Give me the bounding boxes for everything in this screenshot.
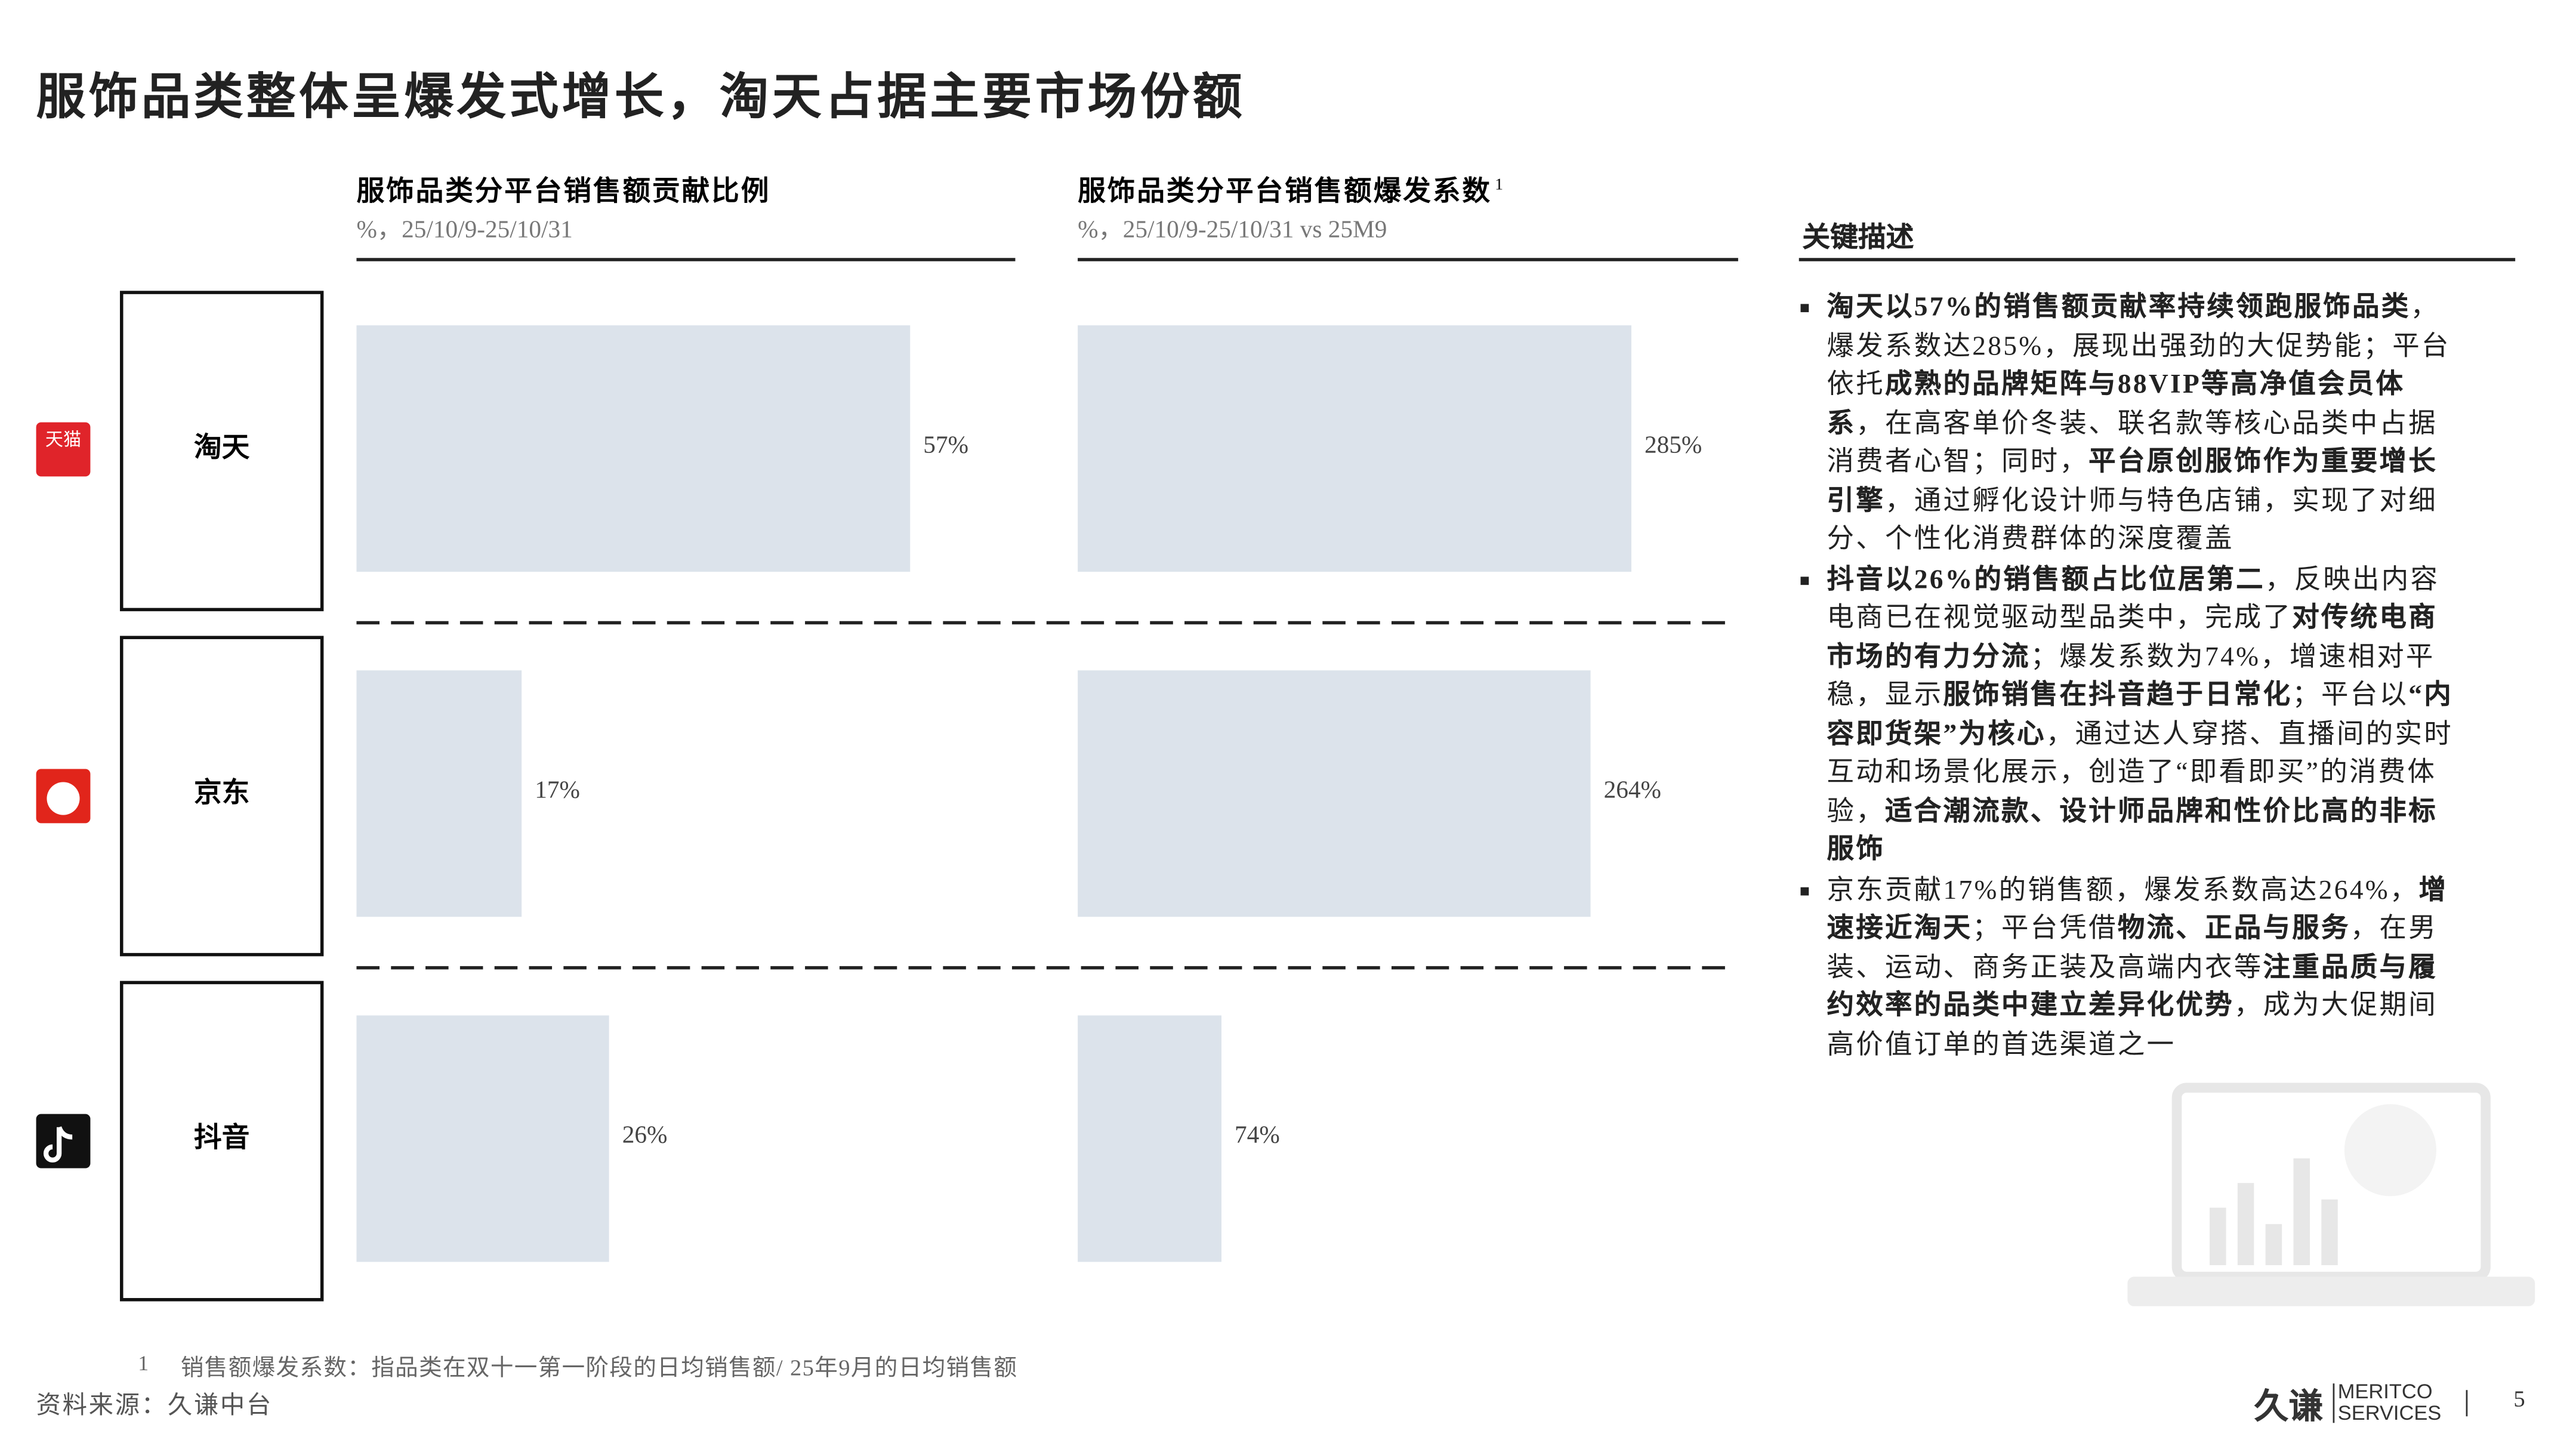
bullet-text: ，成为大促期间高价值订单的首选渠道之一 <box>1827 989 2438 1059</box>
bullet: 淘天以57%的销售额贡献率持续领跑服饰品类，爆发系数达285%，展现出强劲的大促… <box>1800 288 2458 558</box>
description-bullets: 淘天以57%的销售额贡献率持续领跑服饰品类，爆发系数达285%，展现出强劲的大促… <box>1800 288 2458 1065</box>
value-label: 57% <box>923 430 968 458</box>
bullet-text: ，通过孵化设计师与特色店铺，实现了对细分、个性化消费群体的深度覆盖 <box>1827 483 2438 554</box>
category-label: 抖音 <box>194 1122 250 1153</box>
category-label: 淘天 <box>194 432 250 463</box>
bullet-text: ，爆发系数达285%，展现出强劲的大促势能；平台依托 <box>1827 291 2451 400</box>
bar <box>356 1015 609 1262</box>
tmall-icon <box>36 422 91 477</box>
footnote: 销售额爆发系数：指品类在双十一第一阶段的日均销售额/ 25年9月的日均销售额 <box>180 1357 1018 1382</box>
value-label: 74% <box>1235 1121 1280 1148</box>
value-label: 26% <box>622 1121 668 1148</box>
bar <box>1078 670 1591 917</box>
bullet-text: 淘天以57%的销售额贡献率持续领跑服饰品类 <box>1827 291 2411 322</box>
title-note: 1 <box>1495 174 1503 193</box>
tmall-icon-label: 天猫 <box>45 429 82 450</box>
chart-title: 服饰品类分平台销售额爆发系数 <box>1078 176 1492 207</box>
footnote-marker: 1 <box>138 1351 149 1376</box>
logo-en: SERVICES <box>2337 1401 2442 1425</box>
value-label: 17% <box>535 776 580 803</box>
watermark <box>2127 1083 2535 1306</box>
bullet-text: 物流、正品与服务 <box>2117 912 2350 944</box>
douyin-icon-note <box>44 1126 73 1163</box>
description-rule <box>1798 258 2516 261</box>
source: 资料来源：久谦中台 <box>36 1393 273 1420</box>
category-box <box>119 981 324 1302</box>
bullet: 京东贡献17%的销售额，爆发系数高达264%，增速接近淘天；平台凭借物流、正品与… <box>1800 870 2458 1063</box>
logo-cn: 久谦 <box>2254 1386 2324 1426</box>
page-separator <box>2466 1390 2468 1417</box>
bar <box>356 670 522 917</box>
bullet-text: 平台原创服饰作为重要增长引擎 <box>1827 445 2438 516</box>
bullet-text: ；平台凭借 <box>1972 912 2118 944</box>
chart-subtitle: %，25/10/9-25/10/31 <box>356 215 572 243</box>
category-box <box>119 291 324 612</box>
bullet-text: ，在高客单价冬装、联名款等核心品类中占据消费者心智；同时， <box>1827 406 2438 477</box>
value-label: 285% <box>1645 430 1702 458</box>
bar <box>356 325 911 572</box>
bullet-text: 适合潮流款、设计师品牌和性价比高的非标服饰 <box>1827 794 2438 865</box>
logo-separator <box>2333 1383 2335 1423</box>
bullet-text: 成熟的品牌矩阵与88VIP等高净值会员体系 <box>1827 368 2405 438</box>
bullet-text: 服饰销售在抖音趋于日常化 <box>1943 679 2293 710</box>
bullet-text: ，通过达人穿搭、直播间的实时互动和场景化展示，创造了“即看即买”的消费体验， <box>1827 717 2454 826</box>
page-number: 5 <box>2513 1388 2525 1413</box>
bullet-text: 对传统电商市场的有力分流 <box>1827 601 2438 671</box>
bullet-text: 抖音以26%的销售额占比位居第二 <box>1827 562 2265 594</box>
logo-en: MERITCO <box>2337 1380 2433 1404</box>
description-title: 关键描述 <box>1802 221 1914 253</box>
bullet-text: “内容即货架”为核心 <box>1827 679 2454 749</box>
category-label: 京东 <box>194 777 250 808</box>
category-box <box>119 636 324 957</box>
chart-subtitle: %，25/10/9-25/10/31 vs 25M9 <box>1078 215 1387 243</box>
bullet-text: ，在男装、运动、商务正装及高端内衣等 <box>1827 912 2438 982</box>
jd-icon-face <box>47 782 80 815</box>
bullet-text: 京东贡献17%的销售额，爆发系数高达264%， <box>1827 873 2419 905</box>
bullet-text: 注重品质与履约效率的品类中建立差异化优势 <box>1827 950 2438 1021</box>
value-label: 264% <box>1604 776 1661 803</box>
douyin-icon <box>36 1114 91 1169</box>
bullet-text: 增速接近淘天 <box>1827 873 2448 944</box>
chart-title: 服饰品类分平台销售额贡献比例 <box>356 176 770 207</box>
bullet-text: ；爆发系数为74%，增速相对平稳，显示 <box>1827 640 2435 710</box>
bar <box>1078 1015 1222 1262</box>
page-title: 服饰品类整体呈爆发式增长，淘天占据主要市场份额 <box>36 70 1245 125</box>
bar <box>1078 325 1631 572</box>
bullet: 抖音以26%的销售额占比位居第二，反映出内容电商已在视觉驱动型品类中，完成了对传… <box>1800 559 2458 868</box>
bullet-text: ，反映出内容电商已在视觉驱动型品类中，完成了 <box>1827 562 2440 633</box>
bullet-text: ；平台以 <box>2292 679 2409 710</box>
